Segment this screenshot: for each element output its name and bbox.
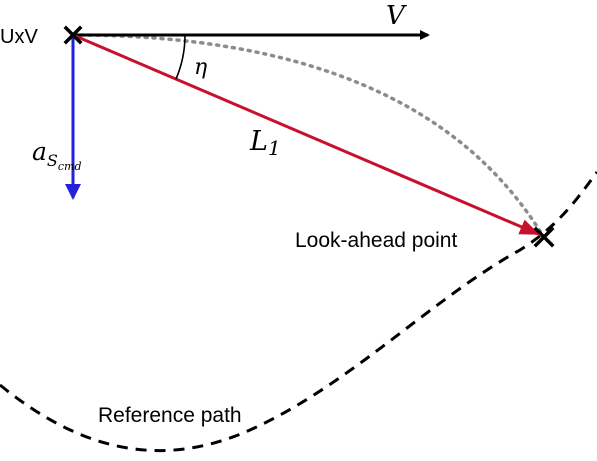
eta-label: η [194,55,207,80]
l1-arrow [72,33,540,236]
lookahead-marker [533,226,555,248]
lookahead-label: Look-ahead point [295,229,457,252]
vehicle-marker [63,25,83,45]
reference-path-curve [0,171,597,453]
reference-path-label: Reference path [98,404,242,427]
velocity-label: V [386,1,407,31]
l1-label-main: L [249,126,268,157]
eta-angle-arc [175,34,186,80]
l1-label-subscript: 1 [268,136,281,160]
accel-label: aScmd [32,137,82,173]
trajectory-arc [71,33,545,238]
l1-label: L1 [249,126,281,160]
vehicle-label: UxV [0,26,38,48]
accel-label-main: a [32,137,47,166]
accel-label-sub2: cmd [58,160,82,173]
accel-label-sub1: S [47,151,58,170]
